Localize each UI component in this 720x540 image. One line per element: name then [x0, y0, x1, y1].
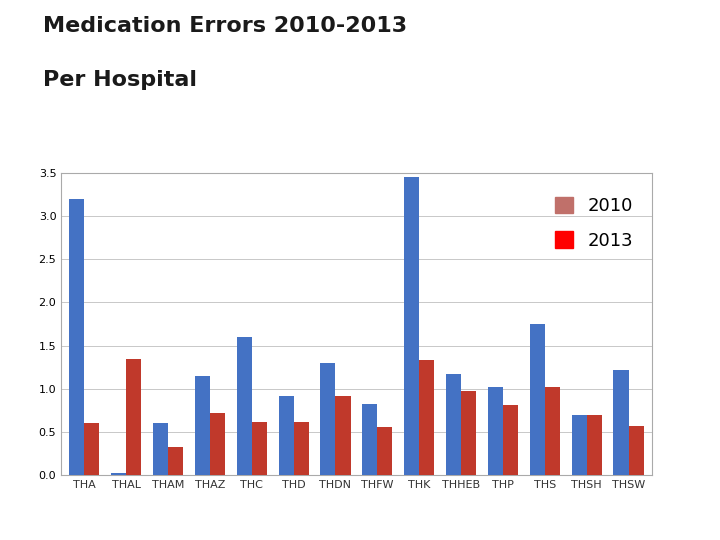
Bar — [210, 413, 225, 475]
Bar — [153, 423, 168, 475]
Bar — [84, 423, 99, 475]
Bar — [572, 415, 587, 475]
Bar — [446, 374, 461, 475]
Bar — [111, 474, 126, 475]
Bar — [168, 447, 183, 475]
Bar — [545, 387, 560, 475]
Bar — [530, 324, 545, 475]
Bar — [488, 387, 503, 475]
Bar — [461, 390, 476, 475]
Bar — [587, 415, 602, 475]
Bar — [320, 363, 336, 475]
Text: Per Hospital: Per Hospital — [43, 70, 197, 90]
Bar — [419, 360, 434, 475]
Bar — [126, 359, 141, 475]
Bar — [503, 405, 518, 475]
Bar — [613, 370, 629, 475]
Bar — [195, 376, 210, 475]
Bar — [252, 422, 267, 475]
Bar — [362, 404, 377, 475]
Text: Medication Errors 2010-2013: Medication Errors 2010-2013 — [43, 16, 408, 36]
Bar — [279, 396, 294, 475]
Bar — [294, 422, 309, 475]
Bar — [237, 337, 252, 475]
Legend: 2010, 2013: 2010, 2013 — [546, 188, 642, 259]
Bar — [69, 199, 84, 475]
Bar — [377, 427, 392, 475]
Bar — [336, 396, 351, 475]
Bar — [629, 426, 644, 475]
Bar — [404, 177, 419, 475]
